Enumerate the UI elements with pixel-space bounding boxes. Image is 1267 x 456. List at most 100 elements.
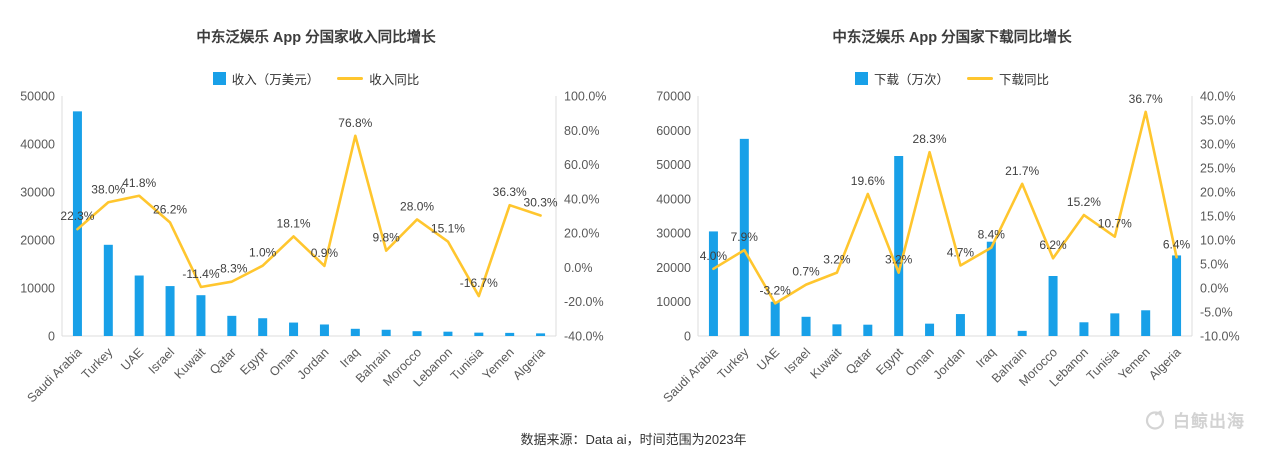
bar: [319, 324, 329, 336]
right-axis-tick: 20.0%: [1200, 186, 1235, 200]
right-axis-tick: -20.0%: [564, 295, 604, 309]
left-axis-tick: 40000: [656, 192, 691, 206]
bar: [894, 156, 904, 336]
data-label: 21.7%: [1005, 164, 1039, 178]
bar: [289, 322, 299, 336]
data-label: 9.8%: [373, 231, 401, 245]
bar: [165, 286, 175, 336]
left-axis-tick: 50000: [656, 158, 691, 172]
line-swatch-icon: [967, 77, 993, 80]
bar: [505, 332, 515, 336]
left-axis-tick: 0: [48, 330, 55, 344]
data-label: -16.7%: [460, 276, 498, 290]
data-label: 7.9%: [731, 230, 759, 244]
bar: [955, 314, 965, 336]
data-label: 76.8%: [338, 116, 372, 130]
data-label: 10.7%: [1098, 217, 1132, 231]
data-label: 19.6%: [851, 174, 885, 188]
data-label: 36.3%: [493, 185, 527, 199]
right-axis-tick: 35.0%: [1200, 114, 1235, 128]
left-axis-tick: 10000: [20, 282, 55, 296]
data-label: 6.2%: [1039, 238, 1067, 252]
left-axis-tick: 20000: [656, 261, 691, 275]
right-axis-tick: 25.0%: [1200, 162, 1235, 176]
bar: [474, 332, 484, 336]
trend-line: [76, 134, 542, 298]
left-axis-tick: 50000: [20, 90, 55, 104]
bar-swatch-icon: [854, 72, 868, 85]
bar: [134, 275, 144, 336]
bar: [708, 231, 718, 336]
data-label: 28.0%: [400, 199, 434, 213]
bar: [986, 241, 996, 336]
category-label: UAE: [118, 345, 146, 373]
bar: [443, 331, 453, 336]
legend-label: 收入同比: [369, 73, 420, 87]
category-label: Algeria: [1146, 345, 1183, 382]
category-label: Qatar: [207, 345, 239, 377]
watermark-text: 白鲸出海: [1173, 412, 1245, 431]
legend-item-revenue-line: 收入同比: [337, 69, 419, 88]
bar: [1017, 330, 1027, 336]
data-label: 8.4%: [978, 228, 1006, 242]
watermark: 白鲸出海: [1144, 407, 1245, 432]
legend-item-downloads-line: 下载同比: [967, 69, 1049, 88]
legend-label: 下载（万次）: [873, 73, 949, 87]
bar: [536, 333, 546, 336]
chart-legend: 下载（万次） 下载同比: [652, 69, 1252, 88]
bar: [103, 244, 113, 336]
category-label: Turkey: [79, 345, 116, 382]
category-label: Turkey: [715, 345, 752, 382]
bar: [1172, 255, 1182, 336]
data-label: 0.7%: [792, 265, 820, 279]
left-axis-tick: 0: [684, 330, 691, 344]
category-label: Qatar: [843, 345, 875, 377]
right-axis-tick: 0.0%: [564, 261, 593, 275]
legend-item-downloads-bar: 下载（万次）: [854, 69, 949, 88]
right-axis-tick: -5.0%: [1200, 306, 1233, 320]
bar: [801, 316, 811, 336]
category-label: Jordan: [931, 345, 968, 382]
right-axis-tick: 5.0%: [1200, 258, 1229, 272]
right-axis-tick: 15.0%: [1200, 210, 1235, 224]
bar: [739, 138, 749, 336]
legend-item-revenue-bar: 收入（万美元）: [212, 69, 319, 88]
bar: [72, 111, 82, 336]
bar: [770, 301, 780, 336]
category-label: Iraq: [337, 345, 362, 370]
category-label: Tunisia: [448, 345, 486, 383]
category-label: Saudi Arabia: [661, 345, 721, 405]
left-axis-tick: 40000: [20, 138, 55, 152]
right-axis-tick: 40.0%: [564, 192, 599, 206]
chart-title: 中东泛娱乐 App 分国家下载同比增长: [832, 30, 1072, 46]
category-label: Yemen: [480, 345, 517, 382]
data-label: 28.3%: [913, 132, 947, 146]
bar: [196, 295, 206, 336]
data-label: 3.2%: [885, 253, 913, 267]
bar: [412, 331, 422, 336]
right-axis-tick: 60.0%: [564, 158, 599, 172]
left-axis-tick: 60000: [656, 124, 691, 138]
right-axis-tick: 10.0%: [1200, 234, 1235, 248]
revenue-plot: 0 10000 20000 30000 40000 50000 -40.0% -20.0% 0.…: [20, 90, 606, 406]
legend-label: 下载同比: [999, 73, 1050, 87]
category-label: Algeria: [510, 345, 547, 382]
bar: [1079, 322, 1089, 336]
baijing-logo-icon: [1145, 410, 1165, 430]
right-axis-tick: -40.0%: [564, 330, 604, 344]
category-label: UAE: [754, 345, 782, 373]
trend-line: [712, 110, 1178, 305]
category-label: Yemen: [1116, 345, 1153, 382]
bar: [227, 315, 237, 336]
data-label: 30.3%: [524, 195, 558, 209]
data-label: 4.0%: [700, 249, 728, 263]
right-axis-tick: 40.0%: [1200, 90, 1235, 104]
downloads-chart: 中东泛娱乐 App 分国家下载同比增长 下载（万次） 下载同比 0 10000 20…: [652, 26, 1252, 418]
chart-title: 中东泛娱乐 App 分国家收入同比增长: [196, 30, 436, 46]
right-axis-tick: 100.0%: [564, 90, 606, 104]
data-label: 22.3%: [60, 209, 94, 223]
right-axis-tick: 30.0%: [1200, 138, 1235, 152]
right-axis-tick: -10.0%: [1200, 330, 1240, 344]
category-label: Egypt: [873, 345, 906, 378]
bar-swatch-icon: [212, 72, 226, 85]
